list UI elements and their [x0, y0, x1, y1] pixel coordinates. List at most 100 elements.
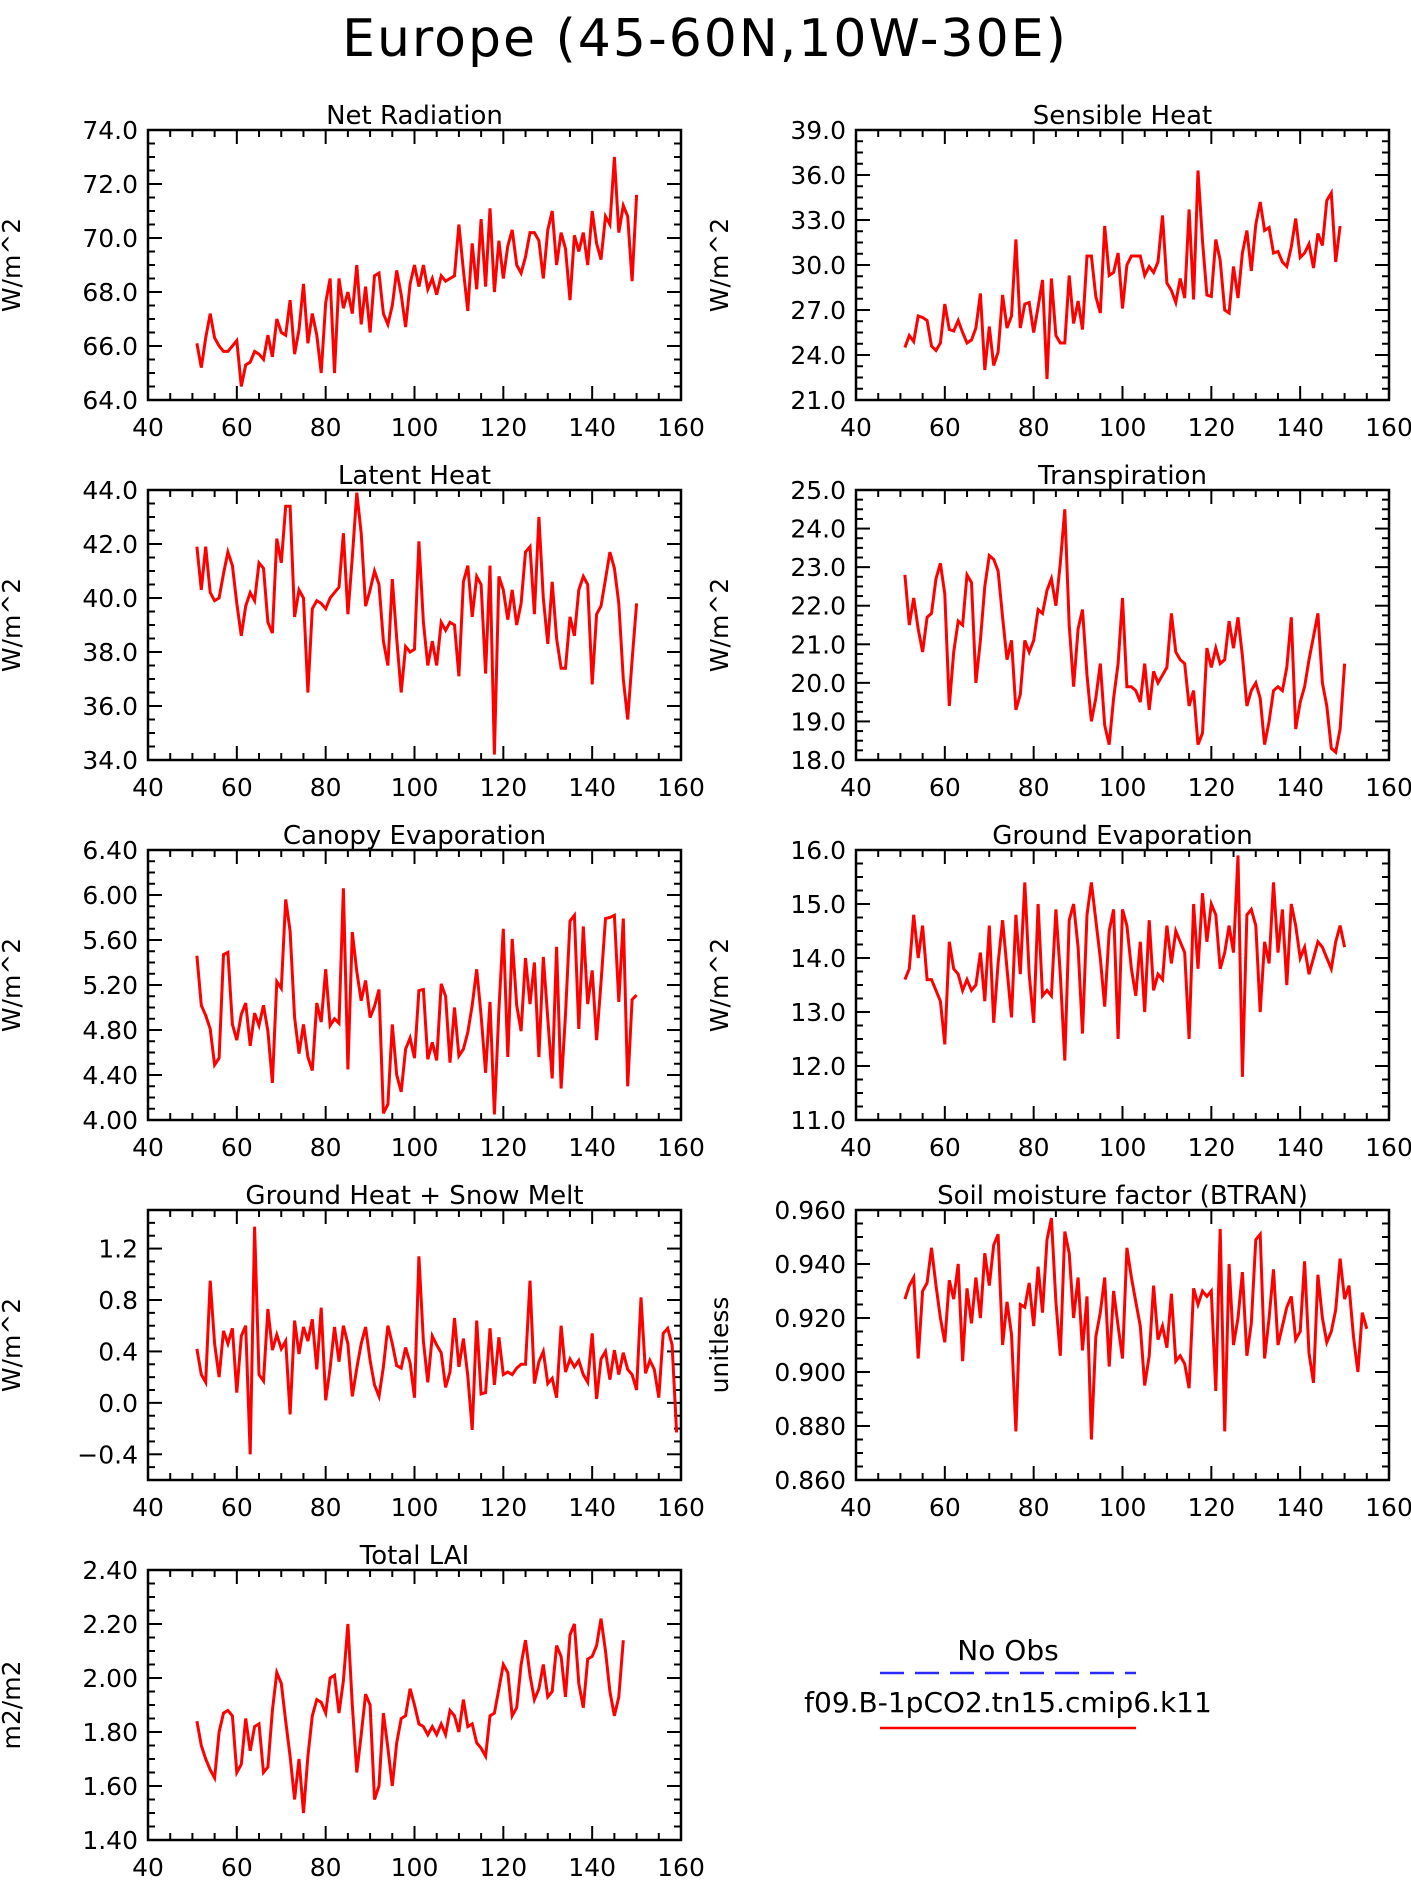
x-tick-label: 40: [840, 773, 872, 802]
y-tick-label: 25.0: [790, 476, 846, 505]
series-line: [903, 855, 1347, 1077]
y-axis-label: unitless: [705, 1297, 734, 1394]
x-tick-label: 100: [391, 1493, 439, 1522]
y-tick-label: 0.940: [774, 1250, 846, 1279]
x-tick-label: 120: [1187, 413, 1235, 442]
y-tick-label: 22.0: [790, 592, 846, 621]
figure-title: Europe (45-60N,10W-30E): [342, 9, 1068, 69]
ground-evaporation-panel: 40 60 80 100 120 140 160 11.0 12.0 13.0 14.0 15.0 16…: [705, 821, 1411, 1162]
y-tick-label: 1.40: [82, 1826, 138, 1855]
y-tick-label: 30.0: [790, 251, 846, 280]
y-tick-label: 14.0: [790, 944, 846, 973]
y-tick-label: 72.0: [82, 170, 138, 199]
x-tick-label: 160: [657, 1493, 705, 1522]
y-tick-label: 40.0: [82, 584, 138, 613]
x-tick-label: 40: [132, 1493, 164, 1522]
x-tick-label: 120: [1187, 1493, 1235, 1522]
x-tick-label: 80: [310, 1133, 342, 1162]
y-tick-label: 19.0: [790, 707, 846, 736]
canopy-evaporation-panel: 40 60 80 100 120 140 160 4.00 4.40 4.80 5.20 5.60 6.…: [0, 821, 705, 1162]
x-tick-label: 120: [1187, 1133, 1235, 1162]
x-tick-label: 140: [1276, 1133, 1324, 1162]
y-tick-label: −0.4: [77, 1440, 138, 1469]
y-tick-label: 6.00: [82, 881, 138, 910]
y-axis-label: m2/m2: [0, 1661, 26, 1750]
x-tick-label: 80: [310, 773, 342, 802]
x-tick-label: 140: [568, 1133, 616, 1162]
x-tick-label: 140: [568, 413, 616, 442]
panel-title: Net Radiation: [326, 101, 503, 131]
y-tick-label: 0.900: [774, 1358, 846, 1387]
legend-label-obs: No Obs: [957, 1634, 1058, 1667]
y-tick-label: 4.00: [82, 1106, 138, 1135]
plot-frame: [854, 848, 1391, 1122]
panel-title: Ground Heat + Snow Melt: [245, 1181, 583, 1211]
x-tick-label: 60: [929, 1493, 961, 1522]
y-axis-label: W/m^2: [705, 938, 734, 1032]
x-tick-label: 40: [840, 1133, 872, 1162]
legend-label-model: f09.B-1pCO2.tn15.cmip6.k11: [804, 1686, 1212, 1719]
y-axis-label: W/m^2: [0, 578, 26, 672]
series-line: [195, 156, 639, 387]
y-tick-label: 0.920: [774, 1304, 846, 1333]
x-tick-label: 80: [1018, 773, 1050, 802]
y-tick-label: 2.40: [82, 1556, 138, 1585]
y-tick-label: 0.960: [774, 1196, 846, 1225]
x-tick-label: 160: [657, 413, 705, 442]
y-tick-label: 36.0: [82, 692, 138, 721]
x-tick-label: 40: [132, 1853, 164, 1882]
panel-title: Canopy Evaporation: [283, 821, 546, 851]
y-tick-label: 64.0: [82, 386, 138, 415]
x-tick-label: 60: [221, 1133, 253, 1162]
x-tick-label: 40: [840, 413, 872, 442]
x-tick-label: 100: [391, 1133, 439, 1162]
x-tick-label: 120: [479, 413, 527, 442]
y-axis-label: W/m^2: [0, 218, 26, 312]
y-tick-label: 33.0: [790, 206, 846, 235]
x-tick-label: 120: [479, 1493, 527, 1522]
x-tick-label: 120: [479, 1853, 527, 1882]
x-tick-label: 140: [1276, 413, 1324, 442]
y-tick-label: 20.0: [790, 669, 846, 698]
latent-heat-panel: 40 60 80 100 120 140 160 34.0 36.0 38.0 40.0 42.0 44…: [0, 461, 705, 802]
x-tick-label: 80: [1018, 413, 1050, 442]
y-tick-label: 1.2: [98, 1235, 138, 1264]
y-tick-label: 1.80: [82, 1718, 138, 1747]
y-tick-label: 27.0: [790, 296, 846, 325]
x-tick-label: 140: [568, 1493, 616, 1522]
x-tick-label: 40: [132, 413, 164, 442]
panel-title: Soil moisture factor (BTRAN): [937, 1181, 1308, 1211]
x-tick-label: 140: [568, 773, 616, 802]
plot-frame: [854, 128, 1391, 402]
y-axis-label: W/m^2: [705, 578, 734, 672]
y-axis-label: W/m^2: [705, 218, 734, 312]
y-tick-label: 5.60: [82, 926, 138, 955]
x-tick-label: 40: [132, 773, 164, 802]
y-tick-label: 68.0: [82, 278, 138, 307]
x-tick-label: 140: [568, 1853, 616, 1882]
series-line: [195, 1618, 625, 1814]
x-tick-label: 120: [1187, 773, 1235, 802]
y-tick-label: 70.0: [82, 224, 138, 253]
y-tick-label: 0.860: [774, 1466, 846, 1495]
y-tick-label: 74.0: [82, 116, 138, 145]
series-line: [195, 1226, 679, 1455]
series-line: [195, 492, 639, 755]
y-tick-label: 21.0: [790, 386, 846, 415]
y-tick-label: 4.80: [82, 1016, 138, 1045]
sensible-heat-panel: 40 60 80 100 120 140 160 21.0 24.0 27.0 30.0 33.0 36…: [705, 101, 1411, 442]
series-line: [903, 1217, 1369, 1440]
y-tick-label: 2.20: [82, 1610, 138, 1639]
soil-moisture-factor-panel: 40 60 80 100 120 140 160 0.860 0.880 0.900 0.920 0.…: [705, 1181, 1411, 1522]
x-tick-label: 60: [221, 1493, 253, 1522]
x-tick-label: 100: [1099, 413, 1147, 442]
ground-heat-snow-melt-panel: 40 60 80 100 120 140 160 −0.4 0.0 0.4 0.8 1.2 Ground…: [0, 1181, 705, 1522]
y-tick-label: 12.0: [790, 1052, 846, 1081]
x-tick-label: 160: [657, 1133, 705, 1162]
x-tick-label: 140: [1276, 773, 1324, 802]
y-tick-label: 0.4: [98, 1337, 138, 1366]
x-tick-label: 140: [1276, 1493, 1324, 1522]
x-tick-label: 40: [132, 1133, 164, 1162]
x-tick-label: 100: [1099, 1133, 1147, 1162]
